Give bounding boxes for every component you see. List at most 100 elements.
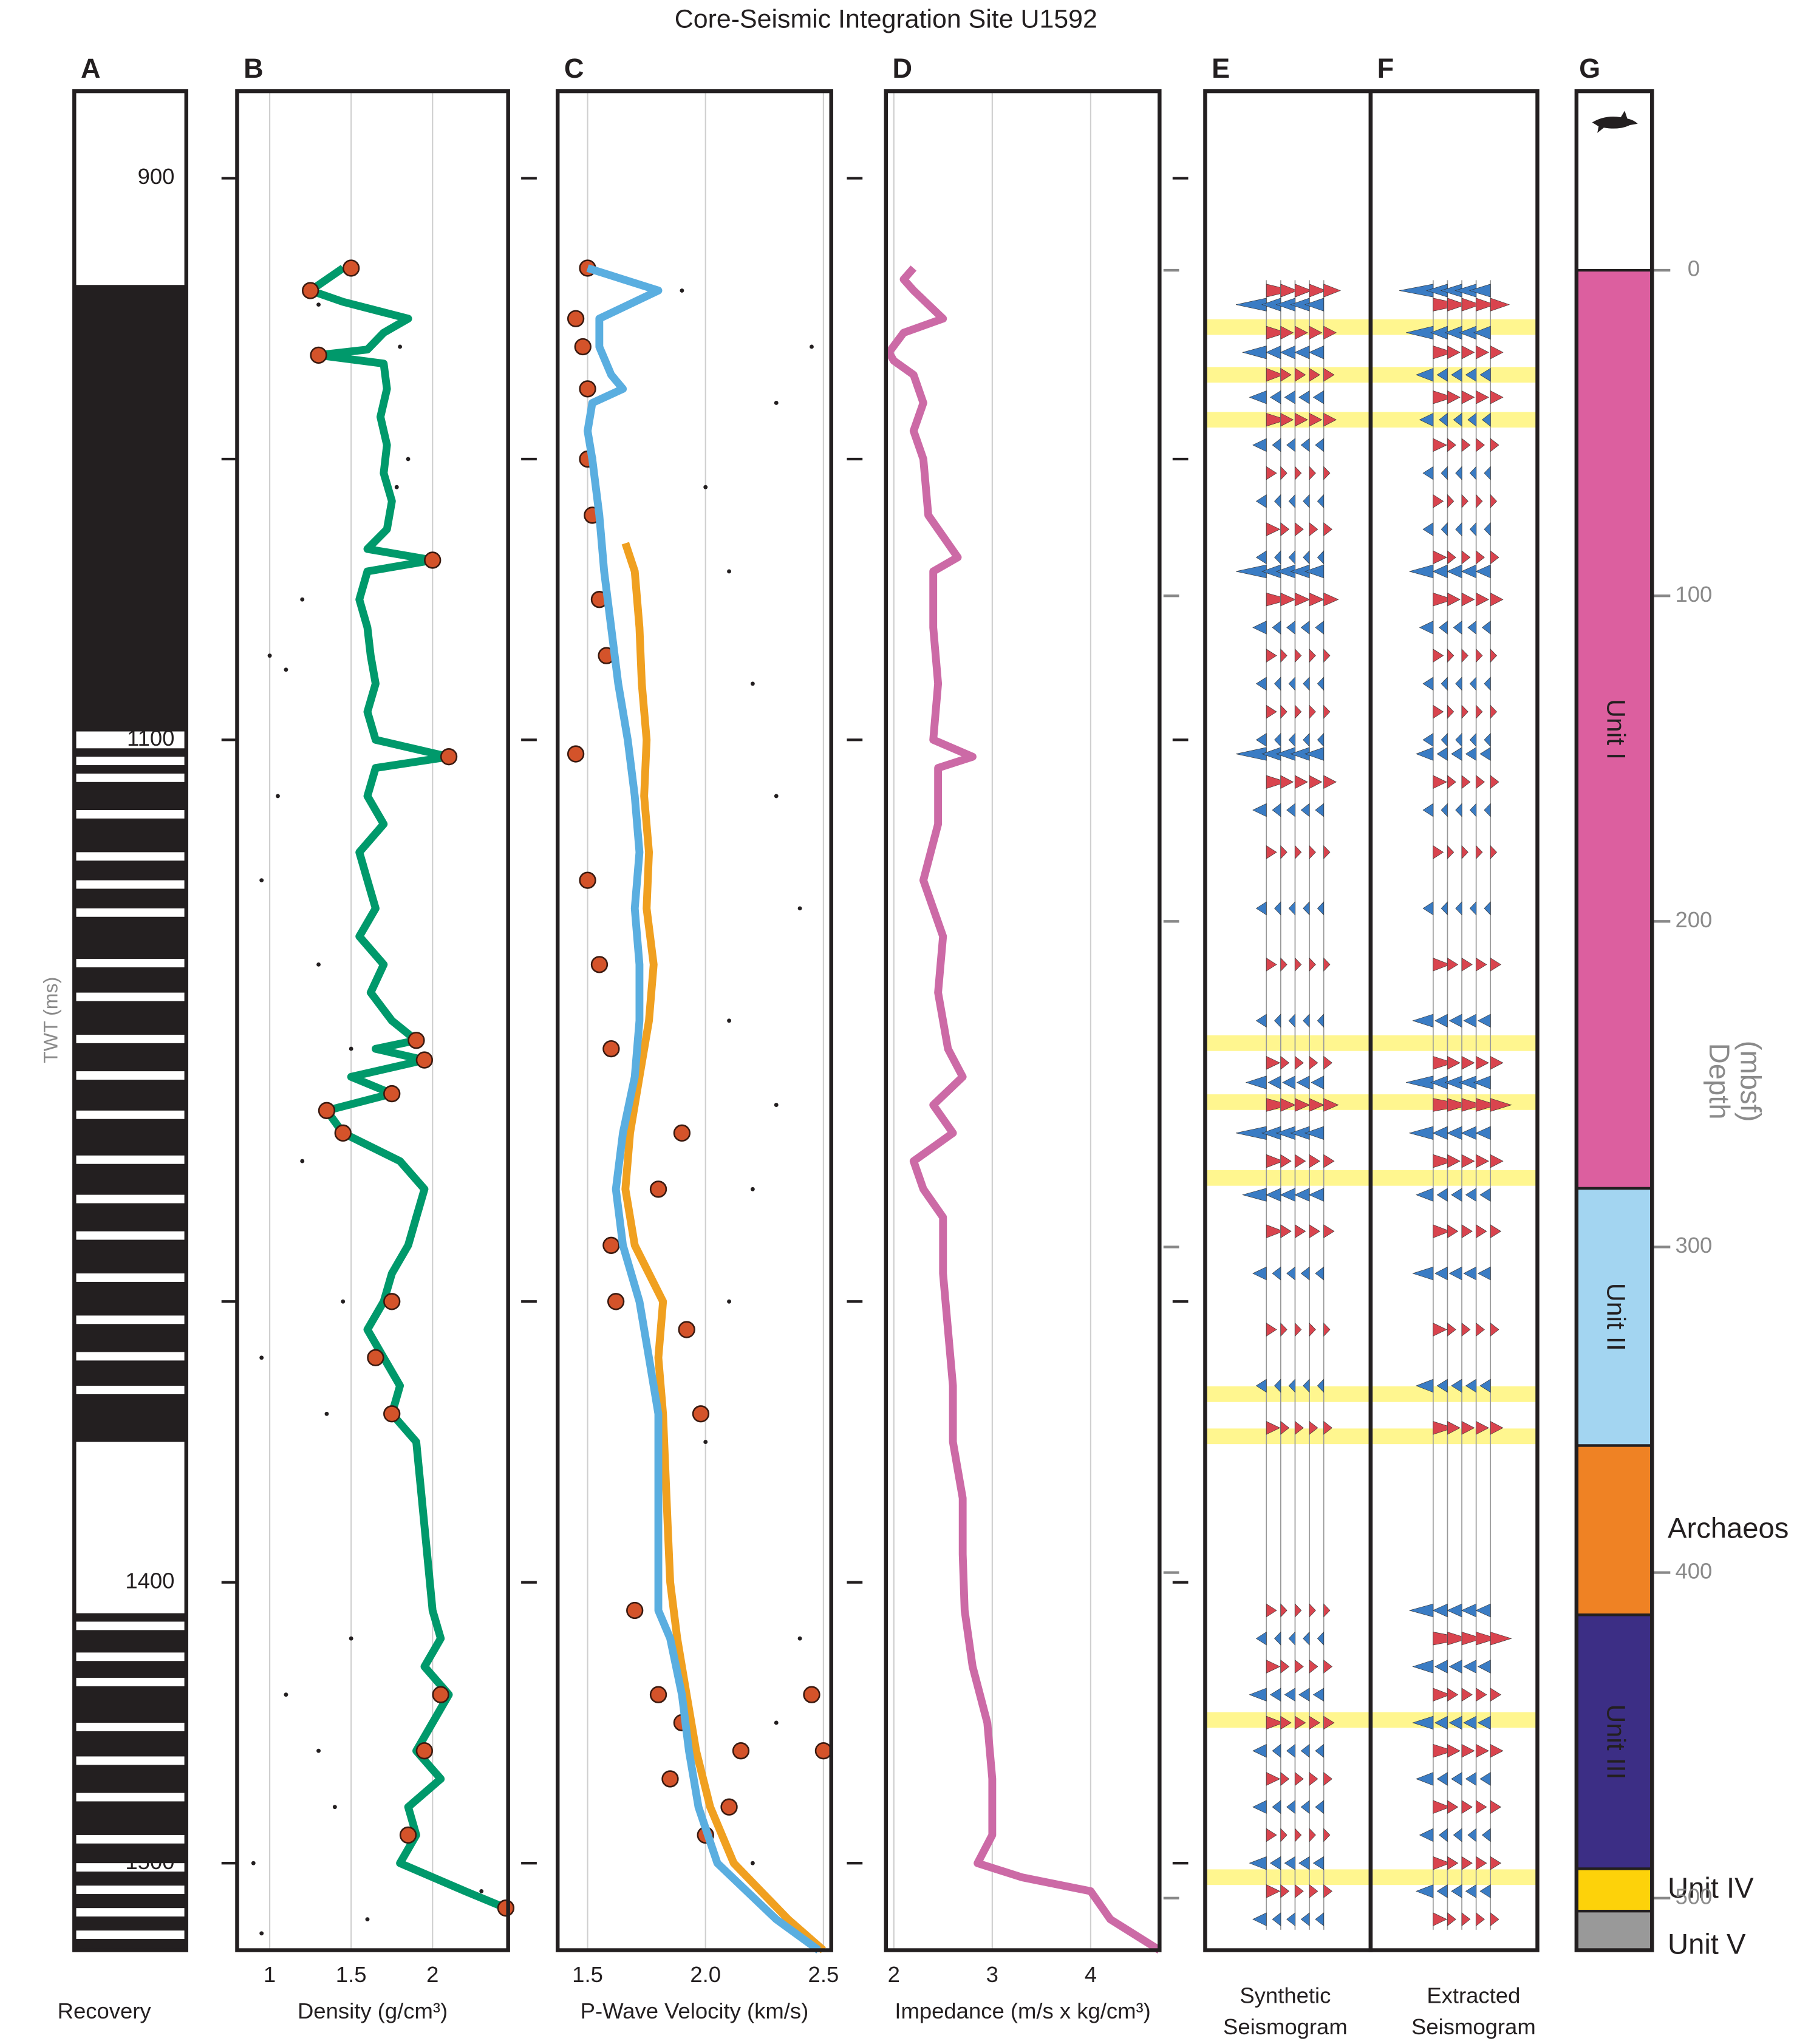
data-dot: [316, 302, 321, 307]
wavelet: [1476, 298, 1496, 312]
wavelet: [1490, 1800, 1502, 1814]
wavelet: [1323, 1098, 1339, 1112]
unit-label: Archaeos: [1668, 1512, 1789, 1544]
wavelet: [1475, 564, 1491, 579]
wavelet: [1266, 284, 1294, 298]
panel-frame: [235, 89, 510, 1952]
wavelet: [1311, 1075, 1324, 1089]
x-axis-title: Seismogram: [1411, 2014, 1536, 2039]
wavelet: [1461, 1224, 1473, 1238]
data-marker: [649, 1180, 667, 1198]
data-dot: [774, 1720, 779, 1725]
wavelet: [1323, 412, 1337, 427]
wavelet: [1447, 494, 1455, 508]
wavelet: [1436, 1884, 1448, 1898]
data-dot: [316, 962, 321, 967]
wavelet: [1412, 1660, 1434, 1674]
wavelet: [1433, 1421, 1455, 1435]
wavelet: [1295, 1421, 1304, 1435]
wavelet: [1323, 325, 1337, 340]
wavelet: [1323, 1715, 1335, 1730]
wavelet: [1266, 593, 1291, 607]
data-dot: [797, 906, 802, 911]
recovered-interval: [74, 916, 186, 959]
wavelet: [1295, 957, 1302, 972]
wavelet: [1317, 901, 1324, 916]
wavelet: [1252, 621, 1267, 635]
wavelet: [1490, 550, 1499, 565]
data-dot: [479, 1889, 484, 1893]
data-marker: [383, 1293, 401, 1310]
wavelet: [1469, 466, 1476, 480]
wavelet: [1295, 522, 1304, 536]
recovered-interval: [74, 1731, 186, 1757]
wavelet: [1288, 901, 1295, 916]
depth-tick-label: 200: [1675, 907, 1712, 932]
data-dot: [284, 1692, 288, 1697]
data-marker: [678, 1321, 695, 1338]
wavelet: [1312, 1856, 1324, 1870]
recovered-interval: [74, 1281, 186, 1316]
wavelet: [1255, 550, 1267, 565]
wavelet: [1451, 1188, 1462, 1202]
wavelet: [1274, 494, 1281, 508]
wavelet: [1461, 592, 1475, 607]
x-axis-title: P-Wave Velocity (km/s): [581, 1998, 809, 2023]
wavelet: [1476, 1323, 1485, 1337]
wavelet: [1245, 1075, 1267, 1089]
wavelet: [1436, 367, 1448, 382]
data-dot: [727, 569, 731, 574]
wavelet: [1433, 1856, 1451, 1870]
wavelet: [1433, 1800, 1451, 1814]
wavelet: [1309, 1224, 1320, 1238]
wavelet: [1272, 1912, 1281, 1927]
wavelet: [1436, 747, 1448, 761]
data-dot: [267, 653, 272, 658]
wavelet: [1303, 494, 1310, 508]
x-axis-title: Recovery: [58, 1998, 152, 2023]
wavelet: [1312, 390, 1324, 404]
wavelet: [1490, 704, 1497, 719]
wavelet: [1461, 958, 1473, 972]
wavelet: [1266, 1098, 1291, 1112]
panel-letter: F: [1377, 53, 1394, 84]
data-dot: [774, 401, 779, 405]
wavelet: [1490, 845, 1497, 859]
recovered-interval: [74, 1079, 186, 1111]
wavelet: [1317, 494, 1324, 508]
wavelet: [1461, 1323, 1471, 1337]
wavelet: [1266, 368, 1284, 382]
wavelet: [1323, 1323, 1331, 1337]
wavelet: [1455, 676, 1462, 691]
wavelet: [1453, 412, 1462, 427]
wavelet: [1441, 803, 1448, 817]
wavelet: [1476, 1800, 1487, 1814]
wavelet: [1419, 621, 1434, 635]
wavelet: [1461, 1055, 1475, 1070]
wavelet: [1286, 1743, 1295, 1758]
wavelet: [1476, 775, 1485, 789]
wavelet: [1463, 1715, 1476, 1730]
wavelet: [1476, 1055, 1489, 1070]
wavelet: [1308, 346, 1324, 359]
recovered-interval: [74, 1939, 186, 1950]
wavelet: [1266, 1715, 1284, 1730]
wavelet: [1476, 1154, 1489, 1168]
wavelet: [1476, 390, 1489, 404]
stratigraphic-unit: [1575, 1187, 1654, 1447]
unit-frame: [1574, 89, 1654, 1952]
data-marker: [649, 1686, 667, 1703]
wavelet: [1477, 1660, 1491, 1674]
x-axis-title: Synthetic: [1240, 1983, 1331, 2008]
wavelet: [1284, 1856, 1295, 1870]
data-marker: [661, 1770, 679, 1788]
data-dot: [750, 681, 755, 686]
wavelet: [1433, 346, 1455, 359]
recovered-interval: [74, 818, 186, 853]
wavelet: [1422, 733, 1434, 747]
wavelet: [1295, 1715, 1306, 1730]
wavelet: [1323, 1603, 1331, 1618]
wavelet: [1461, 390, 1475, 404]
unit-label: Unit II: [1601, 1283, 1631, 1351]
